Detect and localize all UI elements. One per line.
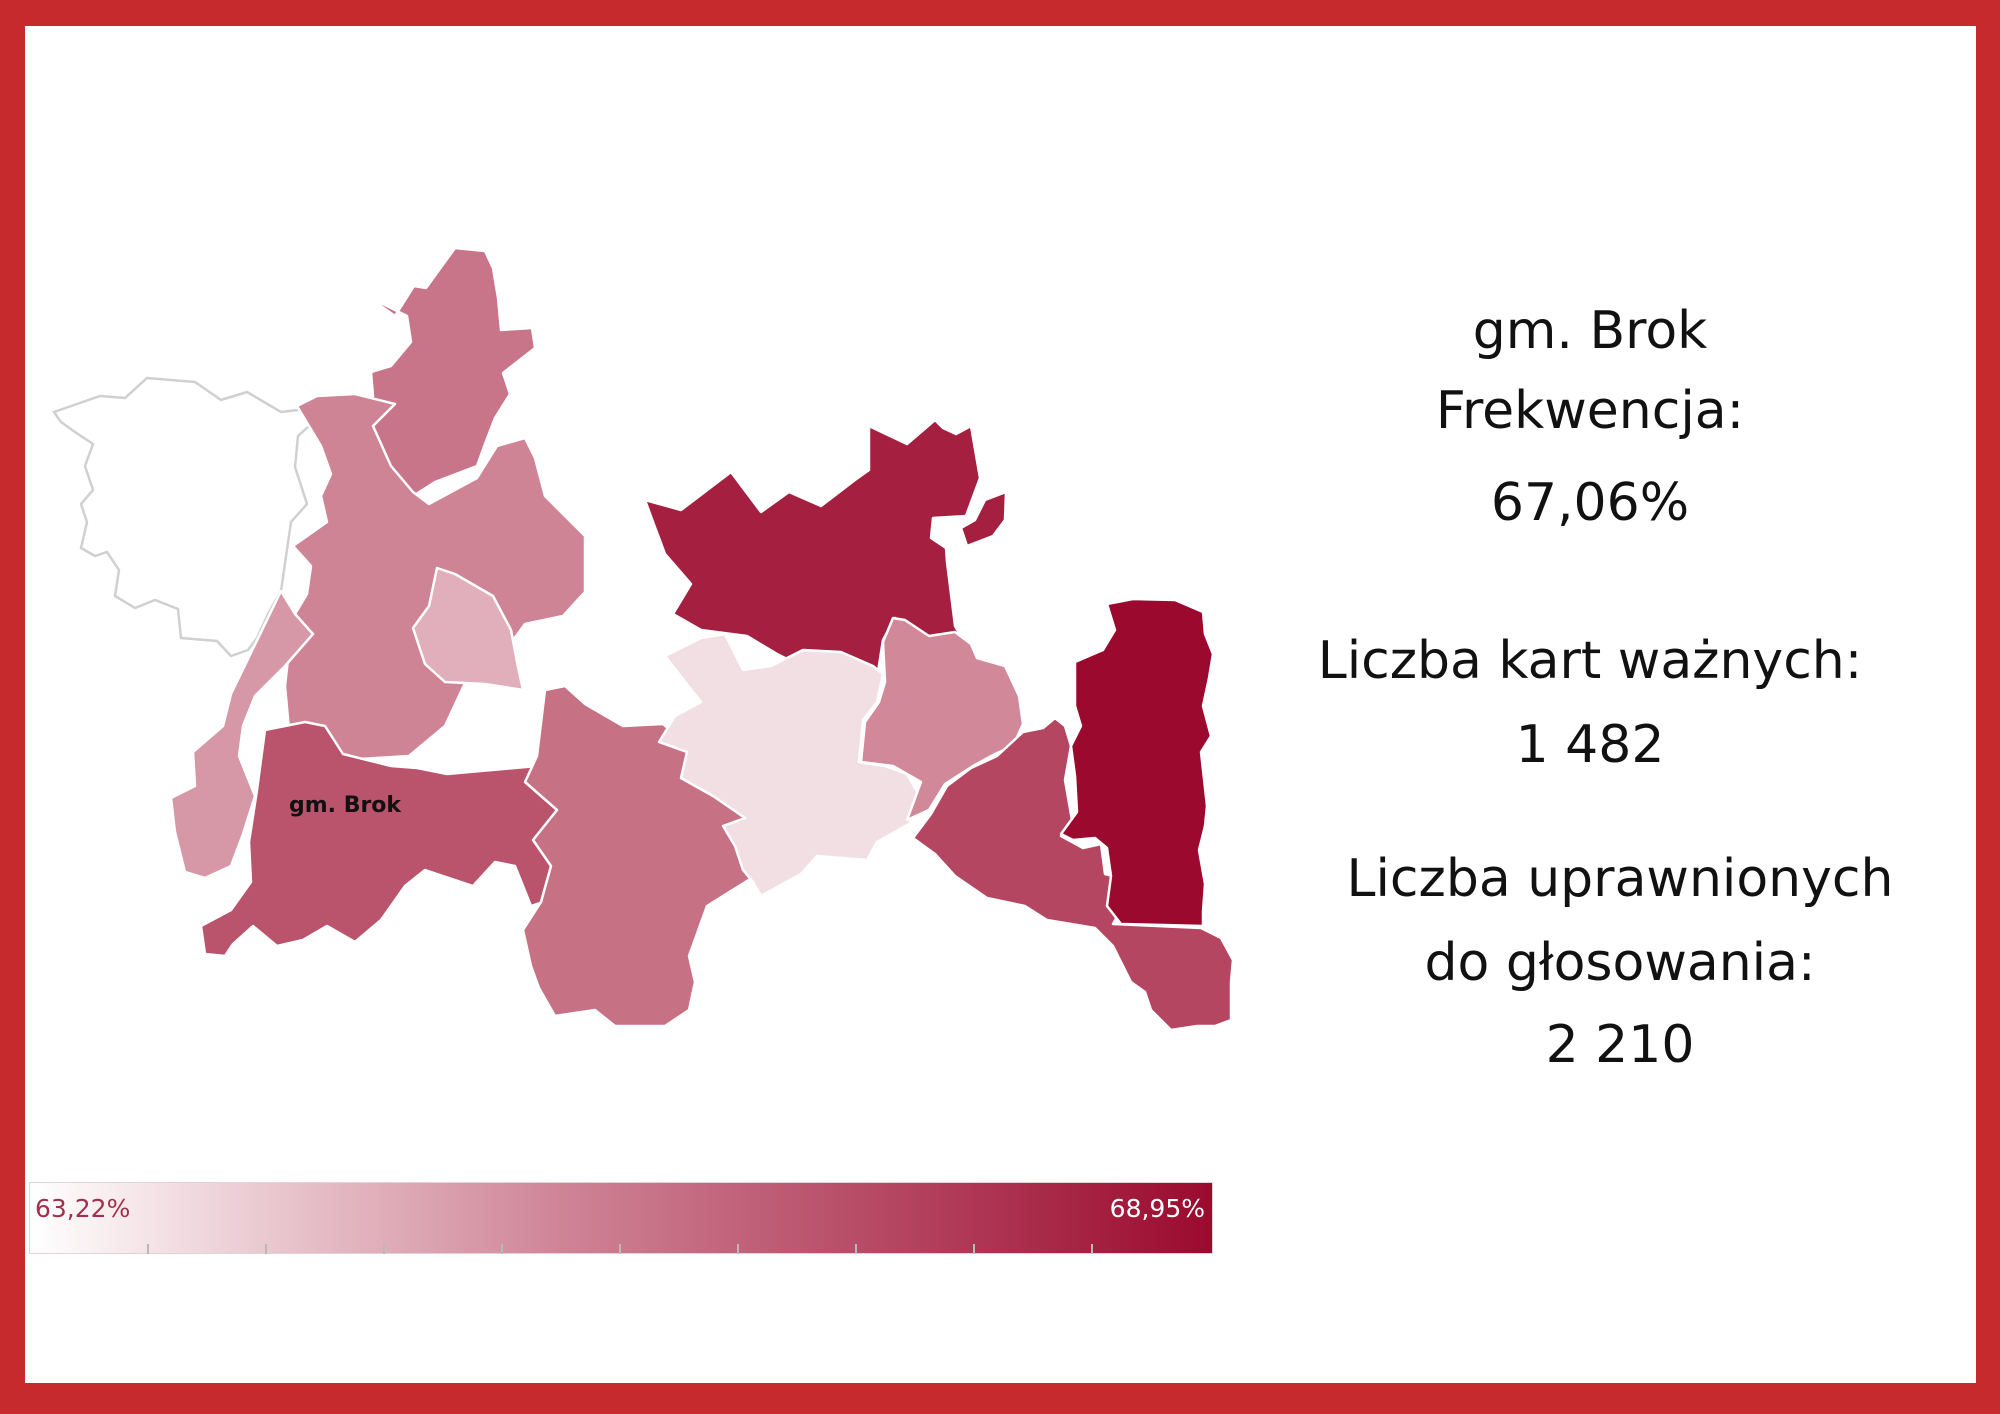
eligible-label-line1: Liczba uprawnionych [1346,849,1894,909]
color-scale-legend: 63,22% 68,95% [29,1182,1213,1254]
legend-tick [147,1244,149,1254]
map-label-brok: gm. Brok [289,793,402,818]
map-region-far-east-dark [1059,597,1215,928]
valid-cards-label: Liczba kart ważnych: [1317,631,1863,691]
eligible-label-line2: do głosowania: [1424,933,1816,993]
legend-tick [383,1244,385,1254]
map-region-central-lightest [657,632,925,898]
legend-tick [619,1244,621,1254]
map-region-central-light [411,566,525,692]
frame-panel: gm. Brok [25,26,1976,1383]
valid-cards-value: 1 482 [1515,715,1665,775]
legend-tick [973,1244,975,1254]
color-scale-bar [29,1182,1213,1254]
eligible-value: 2 210 [1545,1015,1695,1075]
choropleth-map: gm. Brok [52,246,1235,1032]
legend-tick [1091,1244,1093,1254]
legend-tick [737,1244,739,1254]
legend-tick [501,1244,503,1254]
map-region-brok [199,720,585,958]
map-region-west-edge [169,589,315,880]
map-region-north-central [347,246,537,498]
map-region-north-east-dark [643,418,1008,680]
legend-min-label: 63,22% [35,1194,131,1223]
legend-max-label: 68,95% [1109,1194,1205,1223]
info-name: gm. Brok [1472,301,1708,361]
turnout-value: 67,06% [1490,473,1690,533]
legend-tick [265,1244,267,1254]
map-region-outside [52,376,320,658]
legend-tick [855,1244,857,1254]
turnout-label: Frekwencja: [1435,381,1745,441]
